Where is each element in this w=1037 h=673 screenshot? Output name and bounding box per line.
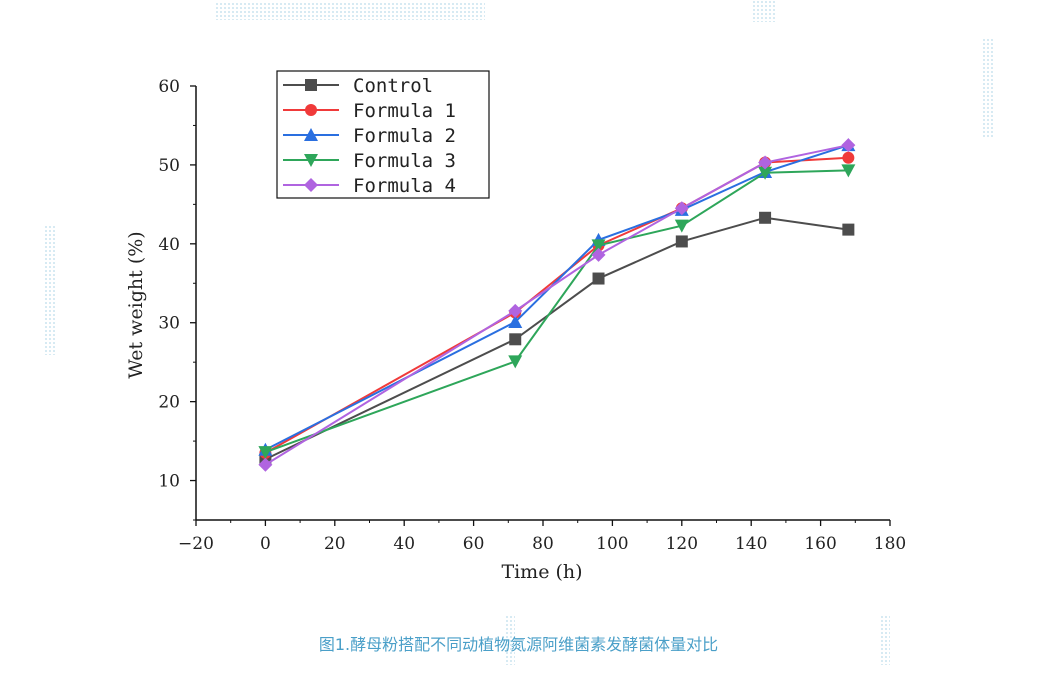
y-tick-label: 10	[158, 472, 180, 492]
data-point	[841, 138, 856, 153]
legend-marker	[304, 128, 318, 141]
figure-caption: 图1.酵母粉搭配不同动植物氮源阿维菌素发酵菌体量对比	[318, 635, 719, 654]
x-tick-label: 0	[260, 534, 271, 554]
decorative-dots-corner	[752, 0, 777, 22]
data-point	[841, 164, 856, 178]
x-axis-label: Time (h)	[501, 561, 582, 583]
x-tick-label: 120	[666, 534, 698, 554]
data-point	[759, 211, 772, 224]
y-axis-label: Wet weight (%)	[125, 231, 147, 378]
series-layer	[258, 138, 856, 472]
x-tick-label: 180	[874, 534, 906, 554]
data-point	[842, 151, 855, 164]
legend: Control Formula 1 Formula 2 Formula 3 Formul…	[276, 70, 490, 199]
series-line	[264, 144, 849, 451]
x-tick-label: 60	[463, 534, 485, 554]
data-point	[508, 314, 523, 328]
y-tick-label: 60	[158, 77, 180, 97]
data-point	[591, 239, 606, 253]
legend-label: Formula 4	[353, 175, 456, 197]
legend-label: Control	[353, 75, 433, 97]
series-1	[259, 211, 855, 466]
y-tick-label: 50	[158, 156, 180, 176]
x-tick-label: 40	[393, 534, 415, 554]
data-point	[591, 247, 606, 262]
series-line	[265, 169, 849, 454]
data-point	[842, 223, 855, 236]
data-point	[509, 333, 522, 346]
data-point	[675, 235, 688, 248]
x-tick-label: 80	[532, 534, 554, 554]
data-point	[508, 303, 523, 318]
series-5	[258, 138, 856, 472]
decorative-dots-top	[215, 2, 485, 20]
legend-marker	[304, 154, 318, 167]
decorative-dots-bottom-right	[880, 615, 890, 665]
legend-marker	[304, 178, 318, 192]
x-tick-label: 160	[804, 534, 836, 554]
y-tick-label: 40	[158, 235, 180, 255]
series-line	[264, 216, 849, 461]
legend-label: Formula 1	[353, 100, 456, 122]
data-point	[258, 457, 273, 472]
x-tick-label: 140	[735, 534, 767, 554]
decorative-dots-bottom-left	[505, 615, 515, 665]
series-line	[264, 144, 849, 466]
data-point	[508, 355, 523, 369]
data-point	[258, 446, 273, 460]
x-tick-label: −20	[178, 534, 214, 554]
legend-marker	[305, 104, 317, 116]
data-point	[758, 155, 773, 170]
data-point	[758, 166, 773, 180]
y-tick-label: 20	[158, 393, 180, 413]
decorative-dots-right	[982, 38, 994, 138]
x-tick-label: 100	[596, 534, 628, 554]
legend-marker	[305, 79, 317, 91]
series-4	[258, 164, 856, 460]
data-point	[592, 272, 605, 285]
legend-label: Formula 2	[353, 125, 456, 147]
axes: −20 0 20 40 60 80 100 120 140 160 180 10 20 30 40 50 60 T…	[125, 77, 906, 583]
data-point	[674, 201, 689, 216]
x-tick-label: 20	[324, 534, 346, 554]
legend-label: Formula 3	[353, 150, 456, 172]
series-line	[264, 156, 849, 454]
decorative-dots-left	[44, 225, 56, 355]
data-point	[674, 219, 689, 233]
y-tick-label: 30	[158, 314, 180, 334]
